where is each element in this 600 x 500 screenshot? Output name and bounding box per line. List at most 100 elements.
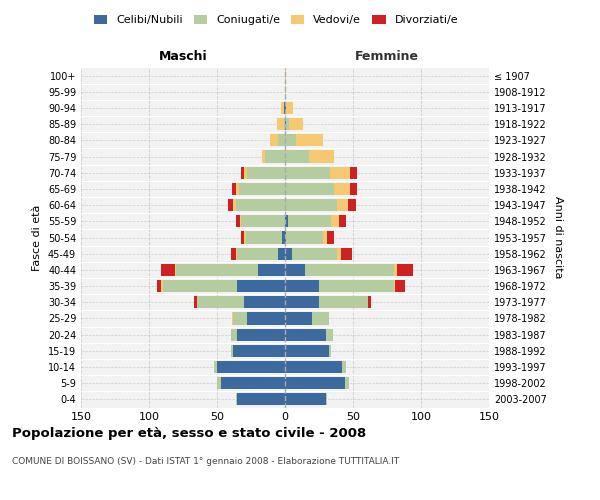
Bar [286,102,293,114]
Bar [312,312,329,324]
Bar [244,296,285,308]
Bar [241,215,285,228]
Bar [233,345,285,357]
Bar [284,102,285,114]
Bar [238,280,285,292]
Bar [289,118,302,130]
Bar [262,150,265,162]
Bar [285,264,305,276]
Bar [285,199,337,211]
Bar [326,394,327,406]
Bar [230,328,238,340]
Bar [285,118,286,130]
Text: Femmine: Femmine [355,50,419,62]
Bar [310,150,334,162]
Bar [214,361,217,373]
Bar [241,232,244,243]
Bar [319,296,368,308]
Bar [232,312,233,324]
Bar [241,166,244,179]
Bar [285,377,345,390]
Bar [395,280,404,292]
Bar [285,280,319,292]
Bar [277,118,284,130]
Bar [285,296,319,308]
Bar [305,264,394,276]
Bar [285,215,288,228]
Bar [285,134,296,146]
Bar [285,102,286,114]
Bar [337,199,347,211]
Bar [281,102,284,114]
Bar [197,296,244,308]
Bar [285,345,329,357]
Bar [217,377,221,390]
Bar [244,166,247,179]
Bar [161,264,175,276]
Bar [319,280,394,292]
Bar [221,377,285,390]
Bar [278,248,285,260]
Bar [247,312,285,324]
Bar [238,248,278,260]
Bar [265,150,285,162]
Bar [323,232,327,243]
Bar [394,280,395,292]
Bar [175,264,176,276]
Bar [238,328,285,340]
Bar [330,166,350,179]
Bar [341,248,352,260]
Bar [342,361,346,373]
Bar [285,150,310,162]
Bar [230,345,233,357]
Bar [236,183,239,195]
Bar [163,280,238,292]
Bar [285,183,334,195]
Bar [337,248,341,260]
Bar [285,166,330,179]
Bar [239,183,285,195]
Bar [347,199,356,211]
Bar [285,328,326,340]
Bar [285,361,342,373]
Bar [329,345,331,357]
Bar [217,361,285,373]
Bar [194,296,197,308]
Text: Popolazione per età, sesso e stato civile - 2008: Popolazione per età, sesso e stato civil… [12,428,366,440]
Bar [394,264,397,276]
Bar [282,232,285,243]
Bar [285,248,292,260]
Bar [236,215,240,228]
Bar [326,328,332,340]
Bar [285,394,326,406]
Legend: Celibi/Nubili, Coniugati/e, Vedovi/e, Divorziati/e: Celibi/Nubili, Coniugati/e, Vedovi/e, Di… [89,10,463,30]
Bar [244,232,245,243]
Bar [284,118,285,130]
Bar [285,86,286,98]
Bar [236,199,285,211]
Y-axis label: Fasce di età: Fasce di età [32,204,42,270]
Bar [240,215,241,228]
Bar [247,166,285,179]
Bar [331,215,340,228]
Bar [232,183,236,195]
Bar [258,264,285,276]
Bar [296,134,323,146]
Bar [230,248,236,260]
Bar [238,394,285,406]
Bar [345,377,349,390]
Bar [270,134,278,146]
Bar [285,312,312,324]
Bar [233,312,247,324]
Bar [236,394,238,406]
Text: Maschi: Maschi [158,50,208,62]
Bar [278,134,285,146]
Bar [340,215,346,228]
Bar [233,199,236,211]
Bar [286,118,289,130]
Bar [368,296,371,308]
Text: COMUNE DI BOISSANO (SV) - Dati ISTAT 1° gennaio 2008 - Elaborazione TUTTITALIA.I: COMUNE DI BOISSANO (SV) - Dati ISTAT 1° … [12,458,399,466]
Bar [327,232,334,243]
Bar [397,264,413,276]
Bar [292,248,337,260]
